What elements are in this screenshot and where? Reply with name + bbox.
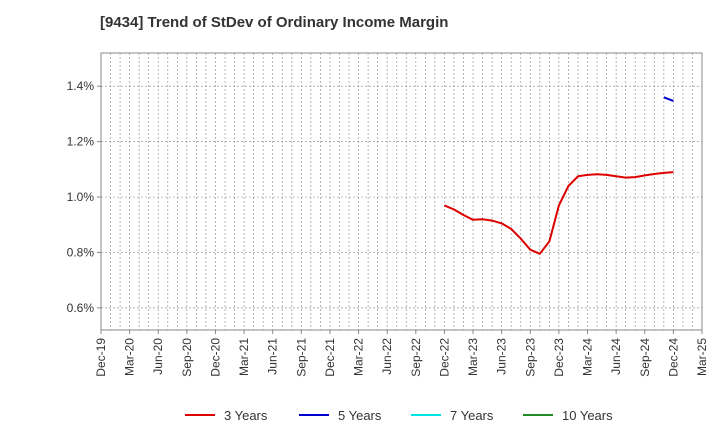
x-tick-label: Sep-21 [294, 338, 308, 377]
y-tick-label: 0.8% [67, 245, 95, 259]
x-tick-label: Sep-20 [180, 338, 194, 377]
plot-area [100, 52, 703, 331]
x-tick-label: Jun-20 [151, 338, 165, 375]
x-tick-label: Dec-19 [94, 338, 108, 377]
x-tick-label: Dec-24 [666, 338, 680, 377]
y-tick-label: 0.6% [67, 301, 95, 315]
x-tick-label: Sep-23 [523, 338, 537, 377]
series-line-5-years [663, 96, 674, 102]
grid-lines [101, 53, 702, 330]
series-lines [444, 96, 674, 255]
x-tick-label: Jun-24 [609, 338, 623, 375]
legend-label: 7 Years [450, 408, 494, 423]
chart-title: [9434] Trend of StDev of Ordinary Income… [100, 14, 449, 31]
legend-label: 5 Years [338, 408, 382, 423]
x-tick-label: Sep-24 [638, 338, 652, 377]
x-tick-label: Mar-20 [123, 338, 137, 376]
x-tick-label: Jun-21 [266, 338, 280, 375]
x-tick-label: Dec-23 [552, 338, 566, 377]
x-tick-label: Dec-20 [208, 338, 222, 377]
y-tick-label: 1.2% [67, 135, 95, 149]
x-tick-label: Sep-22 [409, 338, 423, 377]
series-line-3-years [444, 171, 674, 255]
y-tick-label: 1.4% [67, 79, 95, 93]
y-tick-label: 1.0% [67, 190, 95, 204]
x-tick-label: Mar-22 [352, 338, 366, 376]
x-tick-label: Dec-22 [437, 338, 451, 377]
x-tick-label: Mar-23 [466, 338, 480, 376]
legend-label: 3 Years [224, 408, 268, 423]
x-tick-label: Mar-24 [581, 338, 595, 376]
x-tick-label: Mar-25 [695, 338, 709, 376]
x-tick-label: Dec-21 [323, 338, 337, 377]
x-tick-label: Mar-21 [237, 338, 251, 376]
x-tick-label: Jun-23 [495, 338, 509, 375]
legend-label: 10 Years [562, 408, 613, 423]
x-axis: Dec-19 Mar-20 Jun-20 Sep-20 Dec-20 Mar-21 Jun-… [94, 330, 709, 377]
legend: 3 Years 5 Years 7 Years 10 Years [185, 408, 613, 423]
y-axis: 0.6% 0.8% 1.0% 1.2% 1.4% [67, 79, 101, 315]
x-tick-label: Jun-22 [380, 338, 394, 375]
